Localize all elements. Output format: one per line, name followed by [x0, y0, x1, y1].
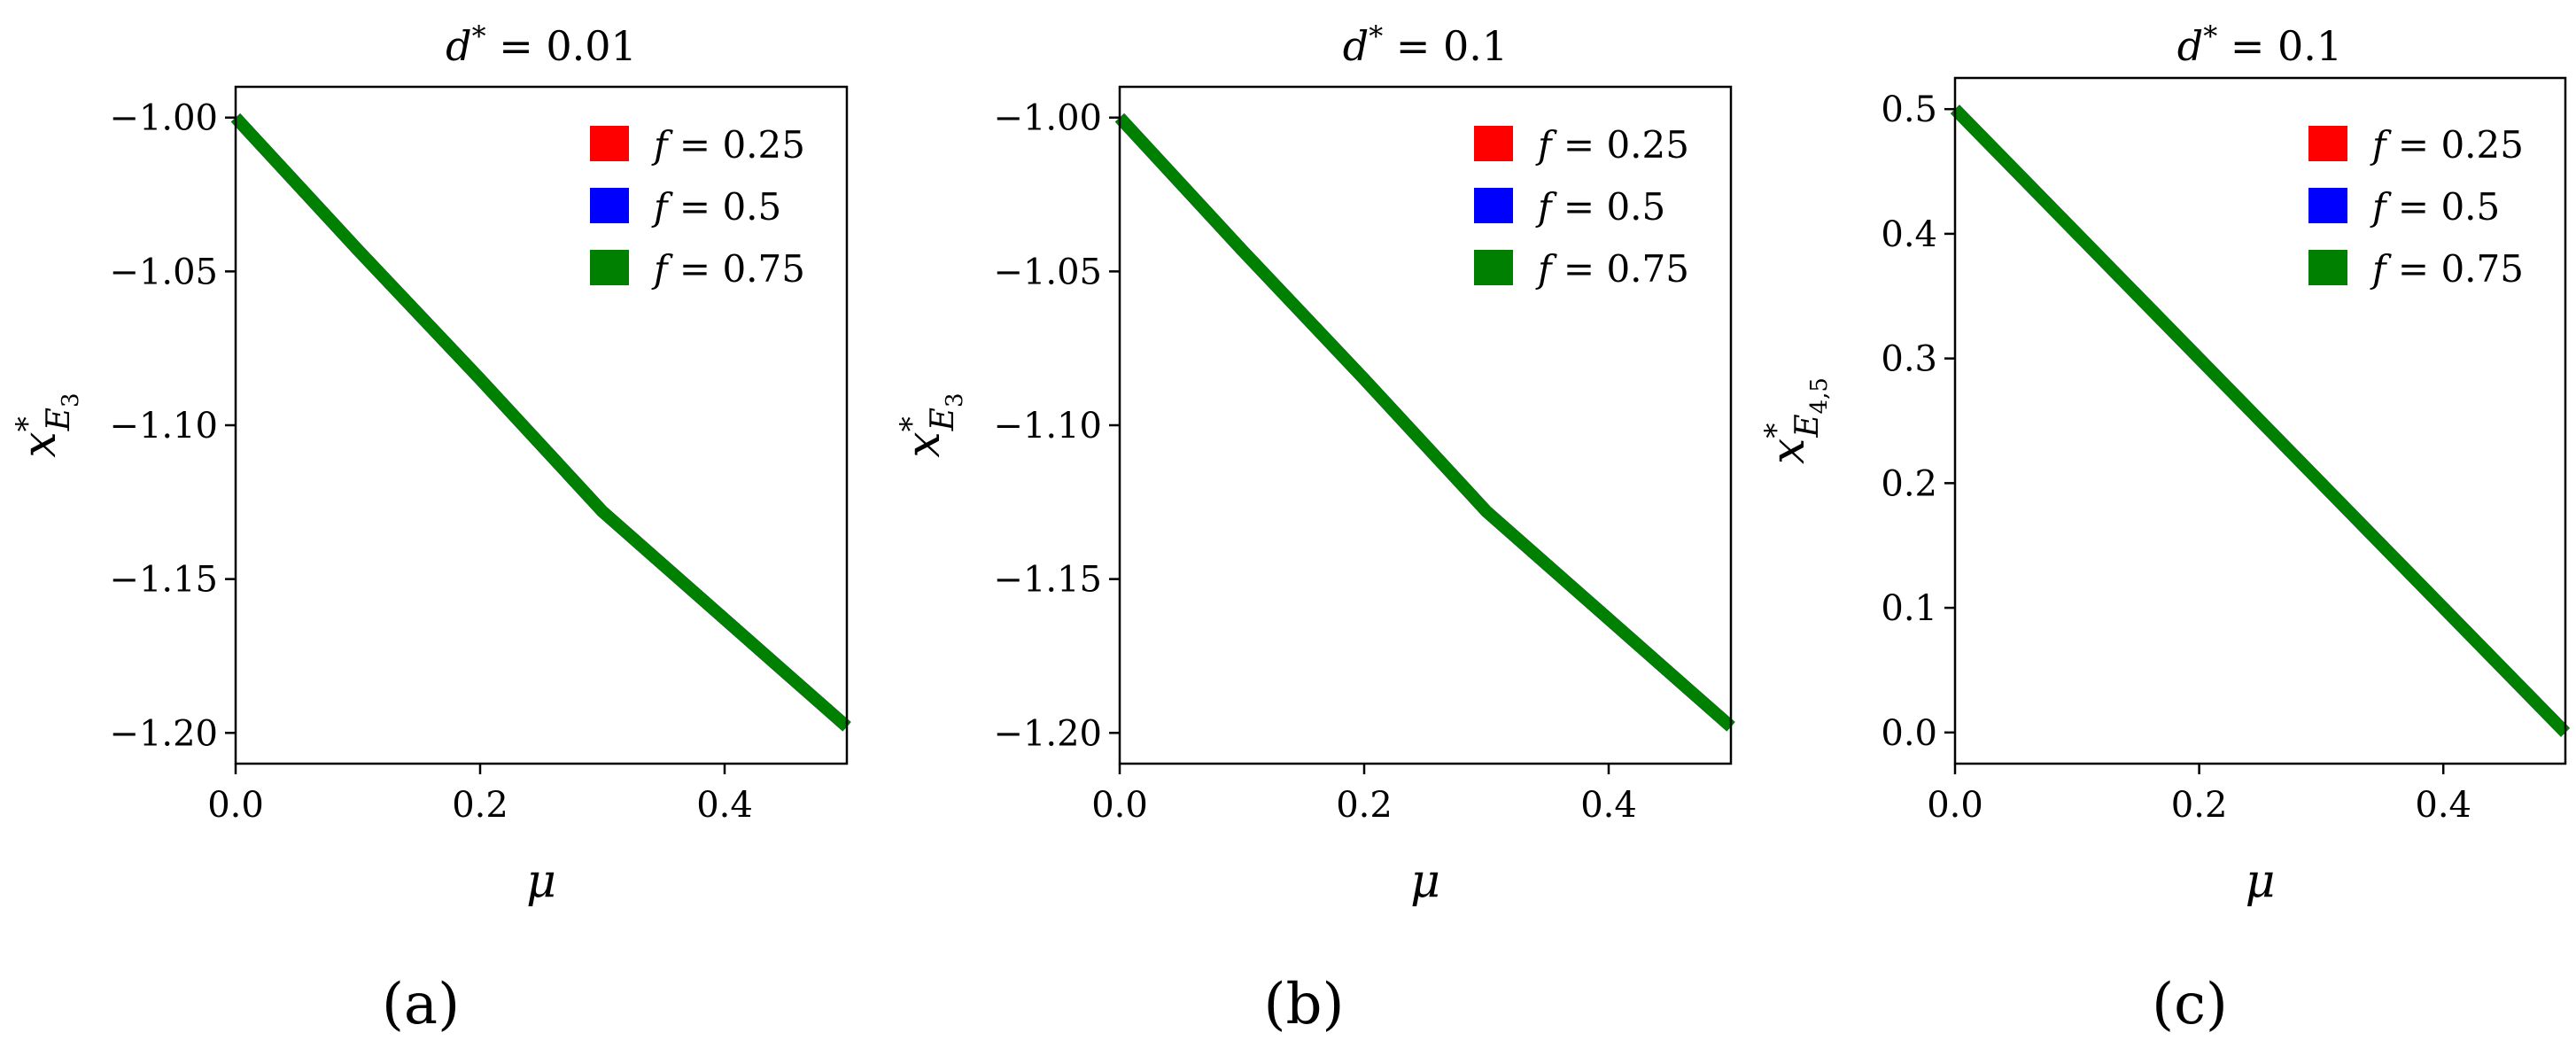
y-tick-label: −1.05: [109, 252, 218, 292]
y-tick-label: −1.15: [993, 560, 1102, 601]
x-tick-label: 0.4: [696, 785, 753, 826]
y-tick-label: 0.4: [1881, 214, 1937, 255]
x-tick-label: 0.4: [1580, 785, 1637, 826]
x-tick-label: 0.0: [1927, 785, 1983, 826]
panel-label: (a): [382, 972, 460, 1037]
chart-panel-3: 0.0 0.1 0.2 0.3 0.4 0.5 0.0 0.2 0.4 d* = 0.1 μ x*E4…: [1758, 19, 2571, 1037]
x-axis-label: μ: [526, 855, 556, 908]
legend-swatch-2: [2308, 188, 2347, 223]
y-tick-label: −1.00: [993, 98, 1102, 139]
y-tick-label: −1.20: [109, 713, 218, 754]
chart-panel-1: −1.00 −1.05 −1.10 −1.15 −1.20 0.0 0.2 0.4 d* = 0…: [10, 19, 851, 1037]
series-line-3: [230, 113, 851, 732]
x-tick-label: 0.0: [207, 785, 264, 826]
legend-swatch-2: [590, 188, 629, 223]
legend-entry-2: f = 0.5: [2370, 185, 2500, 229]
x-tick-label: 0.2: [452, 785, 508, 826]
x-tick-label: 0.4: [2415, 785, 2471, 826]
y-tick-label: −1.15: [109, 560, 218, 601]
legend-swatch-1: [2308, 126, 2347, 161]
legend-entry-1: f = 0.25: [651, 123, 805, 167]
legend-entry-1: f = 0.25: [1535, 123, 1689, 167]
x-tick-label: 0.2: [1336, 785, 1393, 826]
y-tick-label: 0.5: [1881, 89, 1937, 130]
legend-entry-2: f = 0.5: [1535, 185, 1665, 229]
legend-swatch-2: [1474, 188, 1513, 223]
y-tick-label: 0.2: [1881, 463, 1937, 504]
chart-title: d* = 0.1: [1343, 19, 1508, 70]
y-tick-label: 0.3: [1881, 339, 1937, 380]
y-tick-label: −1.05: [993, 252, 1102, 292]
y-tick-label: −1.00: [109, 98, 218, 139]
panel-label: (b): [1264, 972, 1345, 1037]
x-tick-label: 0.0: [1091, 785, 1148, 826]
chart-title: d* = 0.1: [2177, 19, 2342, 70]
y-axis-label: x*E4,5: [1758, 377, 1833, 464]
legend-entry-3: f = 0.75: [1535, 247, 1689, 291]
y-tick-label: −1.10: [109, 406, 218, 446]
y-tick-label: −1.20: [993, 713, 1102, 754]
x-axis-label: μ: [1410, 855, 1440, 908]
legend-entry-3: f = 0.75: [651, 247, 805, 291]
y-tick-label: 0.1: [1881, 588, 1937, 629]
chart-title: d* = 0.01: [446, 19, 637, 70]
legend-swatch-1: [590, 126, 629, 161]
y-tick-label: −1.10: [993, 406, 1102, 446]
y-axis-label: x*E3: [894, 392, 968, 457]
legend-entry-1: f = 0.25: [2370, 123, 2524, 167]
chart-panel-2: −1.00 −1.05 −1.10 −1.15 −1.20 0.0 0.2 0.4 d* = 0…: [894, 19, 1735, 1037]
plot-frame: [1953, 76, 2567, 765]
legend-swatch-3: [1474, 250, 1513, 285]
y-tick-label: 0.0: [1881, 713, 1937, 754]
y-axis-label: x*E3: [10, 392, 84, 457]
legend-swatch-3: [590, 250, 629, 285]
panels: −1.00 −1.05 −1.10 −1.15 −1.20 0.0 0.2 0.4 d* = 0…: [10, 19, 2571, 1037]
series-line-3: [1950, 105, 2571, 737]
legend-swatch-3: [2308, 250, 2347, 285]
x-axis-label: μ: [2246, 855, 2276, 908]
legend-swatch-1: [1474, 126, 1513, 161]
panel-label: (c): [2152, 972, 2228, 1037]
legend-entry-3: f = 0.75: [2370, 247, 2524, 291]
legend-entry-2: f = 0.5: [651, 185, 781, 229]
series-line-3: [1114, 113, 1735, 732]
x-tick-label: 0.2: [2171, 785, 2228, 826]
